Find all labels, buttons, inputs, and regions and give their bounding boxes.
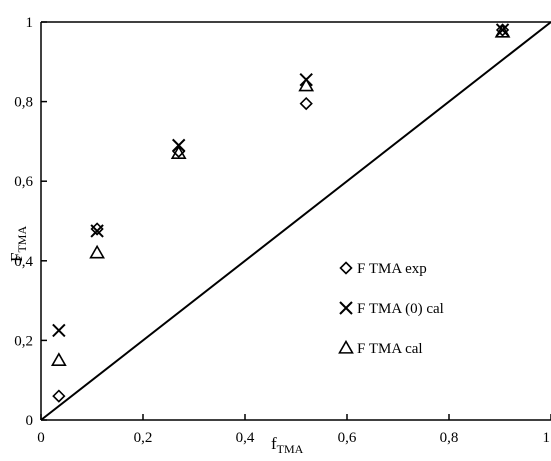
data-point-diamond (90, 222, 104, 236)
data-point-diamond (495, 23, 510, 37)
legend-marker-x (339, 301, 353, 315)
data-point-diamond (52, 389, 66, 403)
data-point-triangle (170, 145, 187, 160)
x-tick-label: 0,4 (236, 430, 255, 446)
data-point-triangle (89, 244, 105, 259)
data-point-diamond (299, 96, 313, 111)
x-tick-label: 0,6 (338, 430, 357, 446)
y-axis-title-sub: TMA (15, 226, 29, 253)
y-tick-label: 1 (26, 15, 34, 31)
x-marker-stroke (52, 323, 66, 338)
legend-marker-triangle (338, 339, 354, 354)
plot-area (40, 21, 551, 421)
data-point-x (90, 224, 104, 238)
legend-marker-diamond (339, 261, 353, 275)
data-point-triangle (298, 77, 315, 92)
legend-label: F TMA exp (357, 261, 427, 277)
x-marker-stroke (90, 224, 104, 238)
x-tick-label: 0,8 (440, 430, 459, 446)
series-x (52, 23, 510, 338)
y-tick-label: 0,4 (14, 254, 33, 270)
x-axis-ticks: 0 0,2 0,4 0,6 0,8 1 (37, 414, 551, 446)
y-tick-label: 0,2 (14, 333, 33, 349)
legend-label: F TMA cal (357, 341, 423, 357)
reference-line (40, 21, 551, 421)
data-points (50, 23, 511, 403)
y-axis-title: FTMA (7, 226, 29, 262)
x-tick-label: 1 (543, 430, 551, 446)
x-tick-label: 0 (37, 430, 45, 446)
y-tick-label: 0 (26, 413, 34, 429)
x-axis-title-main: f (271, 434, 277, 453)
x-axis-title-sub: TMA (277, 442, 304, 456)
legend: F TMA exp F TMA (0) cal F TMA cal (338, 261, 444, 357)
legend-label: F TMA (0) cal (357, 301, 444, 317)
x-tick-label: 0,2 (134, 430, 153, 446)
x-axis-title: fTMA (271, 434, 304, 456)
x-marker-stroke (339, 301, 353, 315)
y-axis-ticks: 0 0,2 0,4 0,6 0,8 1 (14, 15, 47, 429)
series-diamond (52, 23, 510, 403)
data-point-x (52, 323, 66, 338)
data-point-triangle (50, 352, 67, 366)
y-tick-label: 0,6 (14, 174, 33, 190)
data-point-triangle (494, 23, 511, 38)
y-axis-title-main: F (7, 253, 26, 262)
y-tick-label: 0,8 (14, 95, 33, 111)
series-triangle (50, 23, 511, 366)
